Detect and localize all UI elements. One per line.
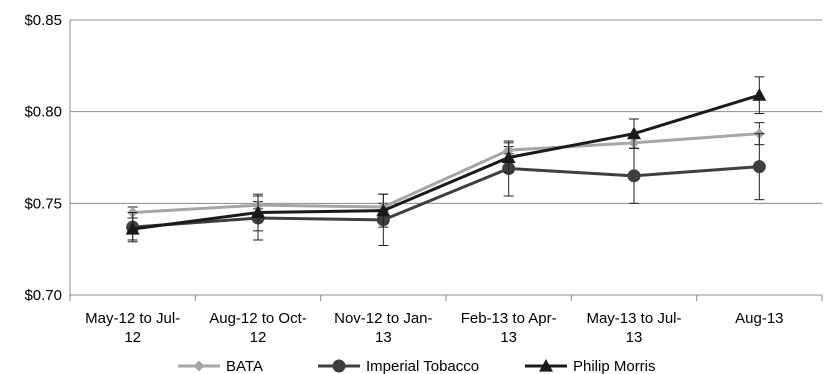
gridlines [70, 19, 822, 204]
series-line [132, 165, 760, 229]
x-tick-label: Nov-12 to Jan-13 [334, 310, 432, 346]
data-point [376, 203, 391, 217]
x-tick-label: Aug-12 to Oct-12 [209, 310, 307, 346]
y-tick-label: $0.70 [24, 287, 62, 304]
data-point [752, 160, 766, 174]
x-tick-label: Aug-13 [735, 310, 783, 327]
y-tick-label: $0.85 [24, 12, 62, 29]
y-tick-label: $0.80 [24, 104, 62, 121]
data-point [251, 205, 265, 219]
series-line [132, 93, 760, 231]
legend-item-bata: BATA [178, 358, 263, 374]
y-tick-label: $0.75 [24, 195, 62, 212]
x-tick-label: Feb-13 to Apr-13 [461, 310, 557, 346]
legend-marker [193, 360, 205, 372]
legend-marker [332, 359, 346, 373]
data-point [501, 150, 516, 164]
data-point [752, 88, 767, 101]
legend-marker [539, 359, 553, 372]
series-group [125, 76, 767, 246]
axes [69, 20, 823, 301]
y-axis-ticks: $0.70 $0.75 $0.80 $0.85 [24, 12, 62, 304]
series-philip-morris [125, 76, 767, 241]
series-imperial-tobacco [126, 133, 766, 246]
data-point [125, 222, 140, 235]
x-axis-ticks: May-12 to Jul-12 Aug-12 to Oct-12 Nov-12 t… [85, 310, 783, 346]
data-point [627, 126, 641, 140]
legend-label: BATA [226, 358, 263, 374]
series-line [132, 132, 760, 214]
x-tick-label: May-13 to Jul-13 [586, 310, 681, 346]
x-tick-label: May-12 to Jul-12 [85, 310, 180, 346]
legend-item-imperial-tobacco: Imperial Tobacco [318, 358, 479, 374]
legend-label: Philip Morris [573, 358, 656, 374]
legend-label: Imperial Tobacco [366, 358, 479, 374]
legend: BATA Imperial Tobacco Philip Morris [178, 358, 656, 374]
legend-item-philip-morris: Philip Morris [525, 358, 656, 374]
data-point [627, 169, 641, 183]
